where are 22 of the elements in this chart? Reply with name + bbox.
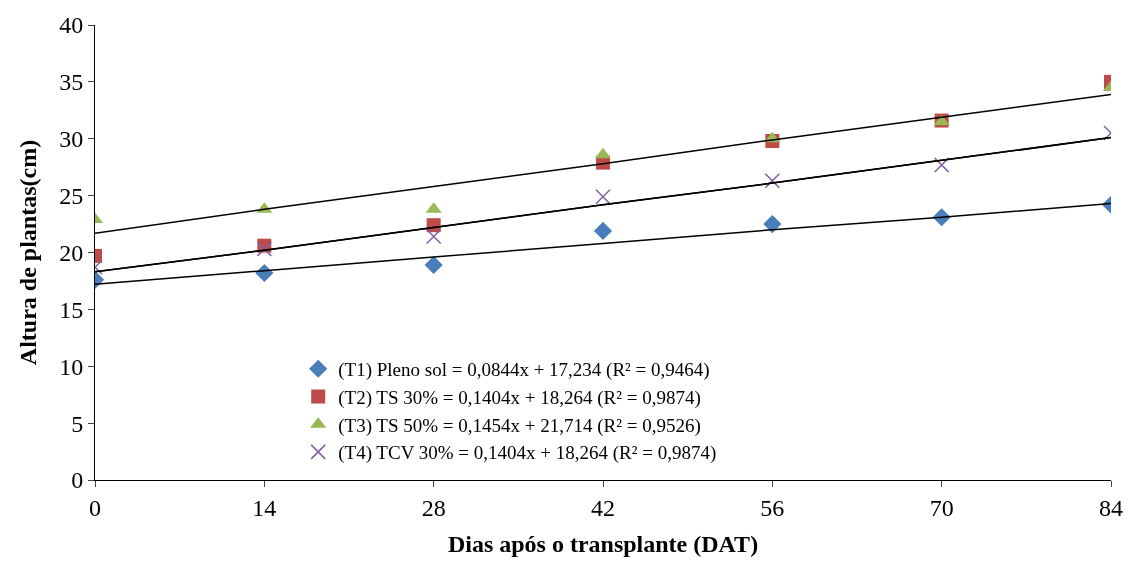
x-axis-title: Dias após o transplante (DAT) bbox=[447, 531, 759, 558]
x-tick-label: 56 bbox=[760, 494, 785, 521]
y-tick-label: 0 bbox=[71, 467, 84, 494]
legend-label: (T4) TCV 30% = 0,1404x + 18,264 (R² = 0,9874) bbox=[338, 442, 717, 465]
y-tick-label: 25 bbox=[59, 183, 84, 210]
x-tick-label: 70 bbox=[929, 494, 954, 521]
y-tick-label: 5 bbox=[71, 410, 84, 437]
y-tick-label: 15 bbox=[59, 296, 84, 323]
x-tick-label: 0 bbox=[89, 494, 101, 521]
x-tick-label: 28 bbox=[421, 494, 446, 521]
x-tick-label: 14 bbox=[252, 494, 277, 521]
x-tick-label: 42 bbox=[591, 494, 615, 521]
y-tick-label: 35 bbox=[59, 69, 84, 96]
x-tick-label: 84 bbox=[1099, 494, 1123, 521]
y-tick-label: 10 bbox=[59, 353, 84, 380]
y-tick-label: 30 bbox=[59, 126, 84, 153]
y-tick-label: 40 bbox=[59, 12, 84, 39]
y-tick-label: 20 bbox=[59, 239, 84, 266]
legend-label: (T2) TS 30% = 0,1404x + 18,264 (R² = 0,9874) bbox=[338, 386, 701, 409]
y-axis-title: Altura de plantas(cm) bbox=[15, 139, 42, 366]
legend-label: (T3) TS 50% = 0,1454x + 21,714 (R² = 0,9526) bbox=[338, 414, 701, 437]
legend-label: (T1) Pleno sol = 0,0844x + 17,234 (R² = 0,9464) bbox=[338, 359, 710, 382]
